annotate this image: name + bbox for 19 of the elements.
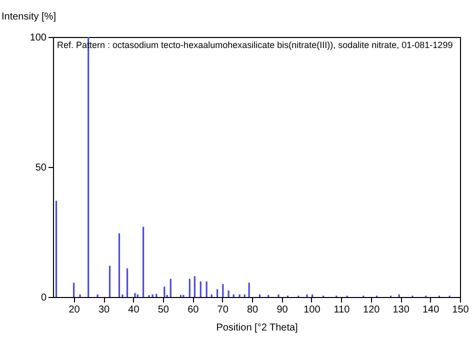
x-tick-label: 50 — [158, 304, 170, 316]
x-tick-label: 40 — [128, 304, 140, 316]
x-tick-label: 110 — [334, 304, 350, 316]
y-axis-title: Intensity [%] — [2, 12, 56, 22]
x-axis-title: Position [°2 Theta] — [216, 322, 298, 334]
x-tick-label: 120 — [363, 304, 380, 316]
x-tick-label: 80 — [246, 304, 259, 316]
x-tick-label: 100 — [304, 304, 321, 316]
x-tick-label: 20 — [68, 304, 80, 316]
x-tick-label: 70 — [217, 304, 229, 316]
x-tick-label: 60 — [188, 304, 200, 316]
x-tick-label: 150 — [452, 304, 470, 316]
y-tick-label: 50 — [35, 162, 47, 174]
x-tick-label: 90 — [276, 304, 288, 316]
x-tick-label: 130 — [392, 304, 410, 316]
y-tick-label: 0 — [40, 292, 47, 304]
x-tick-label: 30 — [98, 304, 110, 316]
y-tick-label: 100 — [30, 32, 47, 44]
x-tick-label: 140 — [422, 304, 440, 316]
